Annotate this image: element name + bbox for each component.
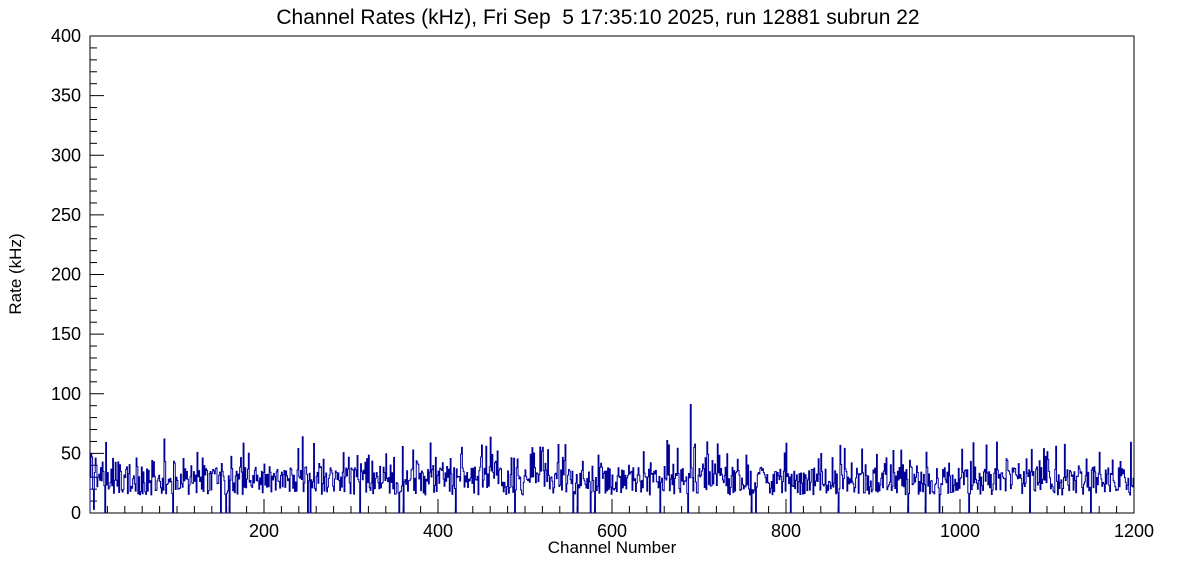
y-tick-label: 150	[51, 324, 81, 344]
y-tick-label: 300	[51, 145, 81, 165]
rate-histogram-series	[89, 403, 1134, 514]
y-tick-label: 0	[71, 503, 81, 523]
y-tick-label: 100	[51, 384, 81, 404]
y-tick-label: 50	[61, 443, 81, 463]
x-tick-label: 600	[597, 521, 627, 541]
x-axis-label: Channel Number	[547, 538, 677, 557]
x-tick-label: 800	[771, 521, 801, 541]
y-tick-label: 350	[51, 86, 81, 106]
y-tick-label: 400	[51, 26, 81, 46]
x-tick-label: 200	[249, 521, 279, 541]
x-tick-label: 400	[423, 521, 453, 541]
y-tick-label: 250	[51, 205, 81, 225]
x-tick-label: 1200	[1114, 521, 1154, 541]
x-tick-label: 1000	[940, 521, 980, 541]
plot-frame	[89, 35, 1135, 514]
y-axis-label: Rate (kHz)	[6, 233, 25, 315]
y-tick-label: 200	[51, 265, 81, 285]
chart-title: Channel Rates (kHz), Fri Sep 5 17:35:10 …	[276, 6, 920, 29]
